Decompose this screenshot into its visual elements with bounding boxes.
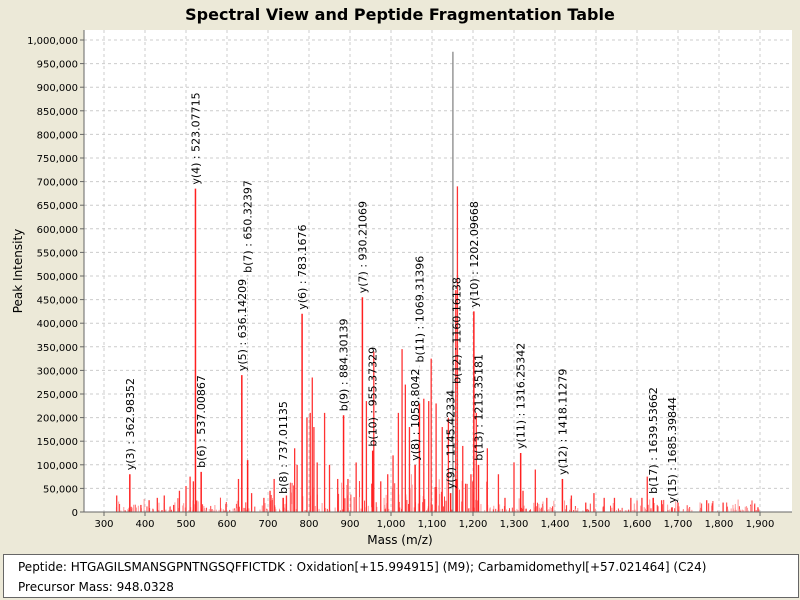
- x-tick-label: 400: [135, 519, 154, 530]
- y-tick-label: 450,000: [37, 296, 78, 307]
- peak-label: b(9) : 884.30139: [338, 318, 351, 411]
- x-tick-label: 700: [258, 519, 277, 530]
- y-tick-label: 950,000: [37, 60, 78, 71]
- y-tick-label: 400,000: [37, 319, 78, 330]
- y-tick-label: 700,000: [37, 178, 78, 189]
- peptide-sequence: Peptide: HTGAGILSMANSGPNTNGSQFFICTDK : O…: [18, 560, 707, 574]
- x-tick-label: 900: [340, 519, 359, 530]
- chart-title: Spectral View and Peptide Fragmentation …: [185, 5, 615, 24]
- x-tick-label: 800: [299, 519, 318, 530]
- x-tick-label: 1,500: [582, 519, 611, 530]
- y-tick-label: 750,000: [37, 154, 78, 165]
- y-tick-label: 350,000: [37, 343, 78, 354]
- x-tick-label: 600: [217, 519, 236, 530]
- y-tick-label: 850,000: [37, 107, 78, 118]
- x-tick-label: 1,700: [664, 519, 693, 530]
- peak-label: y(11) : 1316.25342: [515, 343, 528, 449]
- peak-label: b(13) : 1213.35181: [472, 354, 485, 461]
- x-tick-label: 1,100: [418, 519, 447, 530]
- peak-label: y(8) : 1058.8042: [409, 369, 422, 461]
- x-tick-label: 1,200: [459, 519, 488, 530]
- peptide-info-panel: Peptide: HTGAGILSMANSGPNTNGSQFFICTDK : O…: [3, 554, 799, 598]
- x-tick-label: 1,600: [623, 519, 652, 530]
- x-tick-label: 1,300: [500, 519, 529, 530]
- y-tick-label: 900,000: [37, 83, 78, 94]
- y-tick-label: 500,000: [37, 272, 78, 283]
- peak-label: y(10) : 1202.09668: [468, 201, 481, 307]
- peak-label: y(15) : 1685.39844: [666, 397, 679, 503]
- peak-label: y(9) : 1145.42334: [445, 390, 458, 489]
- axes: 300 400 500 600 700 800 900 1,000 1,100 1,200 1,30…: [27, 30, 792, 530]
- peak-label: b(10) : 955.37329: [367, 347, 380, 447]
- spectrum-chart: y(3) : 362.98352 y(4) : 523.07715 b(6) : 5…: [11, 5, 792, 547]
- peak-label: y(5) : 636.14209: [236, 279, 249, 371]
- y-tick-label: 50,000: [43, 484, 78, 495]
- x-tick-label: 300: [94, 519, 113, 530]
- peak-label: y(3) : 362.98352: [124, 378, 137, 470]
- y-tick-label: 300,000: [37, 366, 78, 377]
- x-tick-label: 1,800: [705, 519, 734, 530]
- y-tick-label: 100,000: [37, 461, 78, 472]
- y-tick-label: 650,000: [37, 201, 78, 212]
- x-tick-label: 500: [176, 519, 195, 530]
- peak-label: b(12) : 1160.16138: [451, 277, 464, 384]
- precursor-mass: Precursor Mass: 948.0328: [18, 580, 174, 594]
- peak-labels: y(3) : 362.98352 y(4) : 523.07715 b(6) : 5…: [124, 92, 679, 503]
- peak-label: b(17) : 1639.53662: [647, 387, 660, 494]
- y-tick-label: 0: [72, 508, 78, 519]
- peak-label: y(4) : 523.07715: [189, 92, 202, 184]
- peak-label: y(7) : 930.21069: [356, 201, 369, 293]
- peak-label: b(8) : 737.01135: [277, 401, 290, 494]
- x-tick-label: 1,900: [746, 519, 775, 530]
- peak-label: y(6) : 783.1676: [296, 224, 309, 309]
- y-axis-label: Peak Intensity: [11, 229, 25, 314]
- peak-label: b(6) : 537.00867: [195, 375, 208, 468]
- grid: [84, 30, 792, 513]
- peak-label: b(7) : 650.32397: [242, 180, 255, 273]
- x-tick-label: 1,000: [377, 519, 406, 530]
- x-tick-label: 1,400: [541, 519, 570, 530]
- y-tick-label: 800,000: [37, 130, 78, 141]
- y-tick-label: 550,000: [37, 248, 78, 259]
- y-tick-label: 600,000: [37, 225, 78, 236]
- peaks: [115, 51, 760, 512]
- y-tick-label: 200,000: [37, 414, 78, 425]
- y-tick-label: 250,000: [37, 390, 78, 401]
- peak-label: y(12) : 1418.11279: [556, 369, 569, 475]
- y-tick-label: 150,000: [37, 437, 78, 448]
- peak-label: b(11) : 1069.31396: [413, 256, 426, 363]
- x-axis-label: Mass (m/z): [367, 533, 432, 547]
- y-tick-label: 1,000,000: [27, 36, 78, 47]
